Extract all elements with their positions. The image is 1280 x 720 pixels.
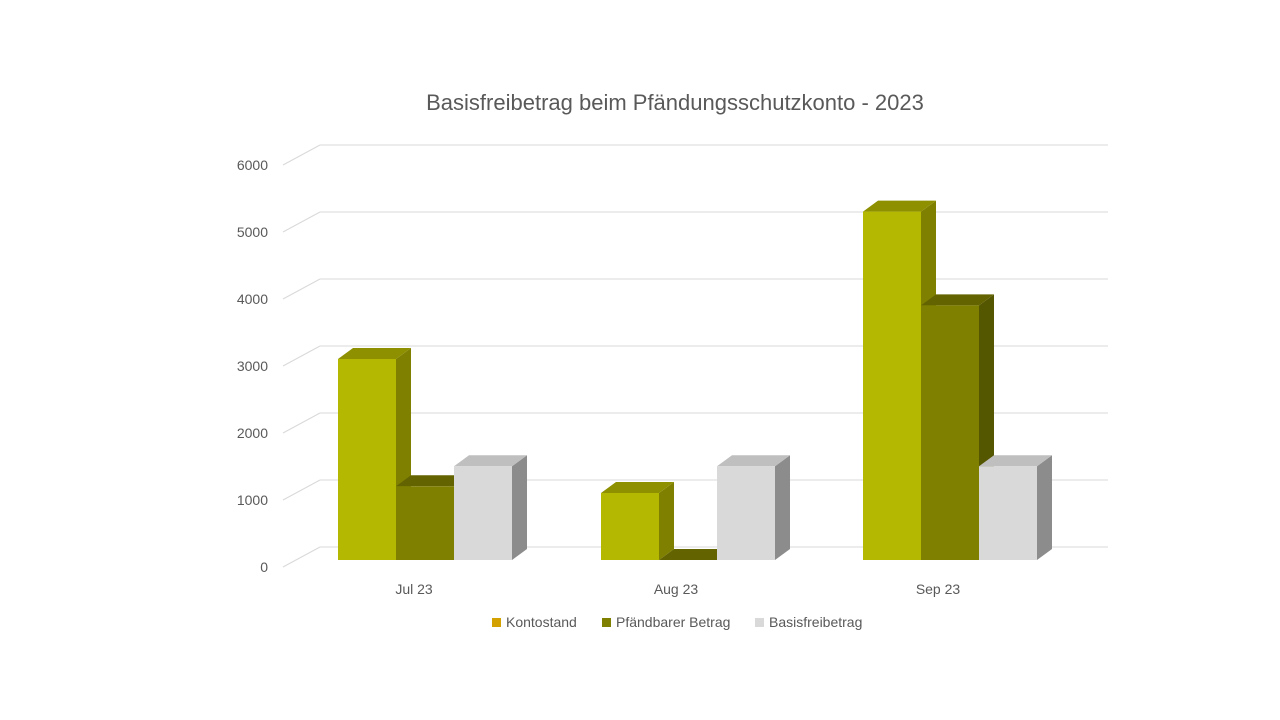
bar-top (863, 200, 936, 212)
chart-title: Basisfreibetrag beim Pfändungsschutzkont… (426, 90, 924, 115)
bar-front (338, 359, 396, 560)
bar-kontostand-1 (601, 482, 674, 560)
y-tick-label-6: 6000 (237, 157, 268, 173)
y-tick-label-0: 0 (260, 559, 268, 575)
bar-basisfreibetrag-1 (717, 455, 790, 560)
bar-side (775, 455, 790, 560)
y-tick-label-3: 3000 (237, 358, 268, 374)
gridline-depth-1 (282, 479, 321, 501)
bar-top (921, 294, 994, 306)
legend-swatch (602, 618, 611, 627)
bar-front (979, 466, 1037, 560)
legend-swatch (755, 618, 764, 627)
y-tick-label-2: 2000 (237, 425, 268, 441)
bar-top (717, 455, 790, 467)
bar-front (454, 466, 512, 560)
legend-swatch (492, 618, 501, 627)
legend-label: Kontostand (506, 614, 577, 630)
gridline-depth-0 (282, 546, 321, 568)
gridline-depth-6 (282, 144, 321, 166)
gridline-depth-4 (282, 278, 321, 300)
legend: Kontostand Pfändbarer Betrag Basisfreibetr… (492, 614, 862, 630)
bars (338, 200, 1052, 560)
y-tick-label-5: 5000 (237, 224, 268, 240)
gridline-depth-3 (282, 345, 321, 367)
bar-side (659, 482, 674, 560)
bar-top (454, 455, 527, 467)
bar-front (863, 211, 921, 560)
gridline-depth-2 (282, 412, 321, 434)
bar-pfändbarer-betrag-1 (659, 549, 732, 560)
legend-label: Pfändbarer Betrag (616, 614, 730, 630)
bar-basisfreibetrag-2 (979, 455, 1052, 560)
bar-top (659, 549, 732, 560)
gridline-depth-5 (282, 211, 321, 233)
x-category-label-2: Sep 23 (916, 581, 961, 597)
bar-front (396, 486, 454, 560)
legend-label: Basisfreibetrag (769, 614, 862, 630)
legend-item-1: Pfändbarer Betrag (602, 614, 730, 630)
bar-top (338, 348, 411, 359)
legend-item-0: Kontostand (492, 614, 577, 630)
y-axis-ticks: 0 1000 2000 3000 4000 5000 6000 (237, 157, 268, 575)
bar-basisfreibetrag-0 (454, 455, 527, 560)
y-tick-label-1: 1000 (237, 492, 268, 508)
x-category-label-1: Aug 23 (654, 581, 699, 597)
bar-top (601, 482, 674, 493)
bar-front (921, 305, 979, 560)
x-axis-categories: Jul 23 Aug 23 Sep 23 (395, 581, 960, 597)
bar-top (396, 475, 469, 487)
bar-front (717, 466, 775, 560)
legend-item-2: Basisfreibetrag (755, 614, 862, 630)
bar-front (601, 493, 659, 560)
y-tick-label-4: 4000 (237, 291, 268, 307)
bar-side (512, 455, 527, 560)
bar-side (1037, 455, 1052, 560)
x-category-label-0: Jul 23 (395, 581, 433, 597)
bar-top (979, 455, 1052, 467)
